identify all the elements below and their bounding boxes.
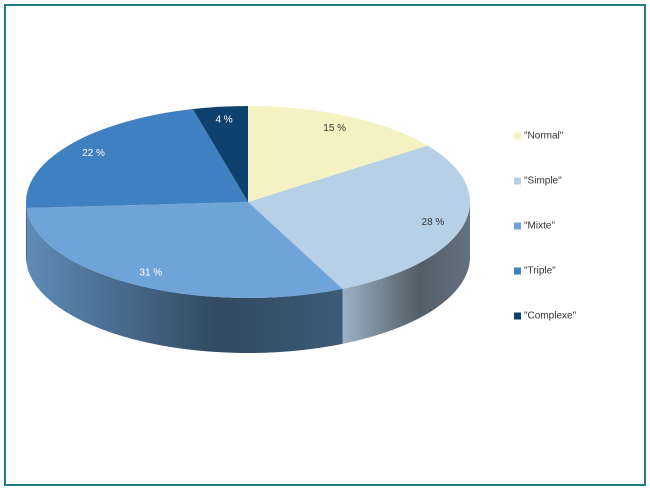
legend-swatch	[514, 177, 521, 185]
frame	[4, 4, 646, 486]
data-label: 22 %	[82, 148, 105, 159]
data-label: 15 %	[323, 123, 346, 134]
slice	[248, 145, 470, 289]
legend-swatch	[514, 267, 521, 275]
legend-label: "Triple"	[524, 266, 556, 277]
legend-label: "Mixte"	[524, 221, 555, 232]
slice-side-shade	[26, 208, 343, 353]
slice	[26, 202, 343, 298]
data-label: 31 %	[139, 268, 162, 279]
data-label: 28 %	[422, 217, 445, 228]
legend-label: "Normal"	[524, 131, 564, 142]
legend-swatch	[514, 312, 521, 320]
slice-side-shade	[342, 202, 470, 344]
legend-swatch	[514, 222, 521, 230]
legend-swatch	[514, 132, 521, 140]
slice	[25, 109, 248, 209]
slice	[192, 106, 248, 202]
legend-label: "Complexe"	[524, 311, 577, 322]
slice	[248, 106, 428, 202]
legend-label: "Simple"	[524, 176, 562, 187]
data-label: 4 %	[215, 115, 232, 126]
